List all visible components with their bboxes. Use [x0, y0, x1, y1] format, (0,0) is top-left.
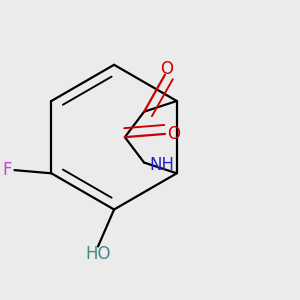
Text: HO: HO — [85, 245, 111, 263]
Text: F: F — [3, 161, 12, 179]
Text: NH: NH — [150, 156, 175, 174]
Text: O: O — [160, 60, 173, 78]
Text: O: O — [167, 125, 181, 143]
